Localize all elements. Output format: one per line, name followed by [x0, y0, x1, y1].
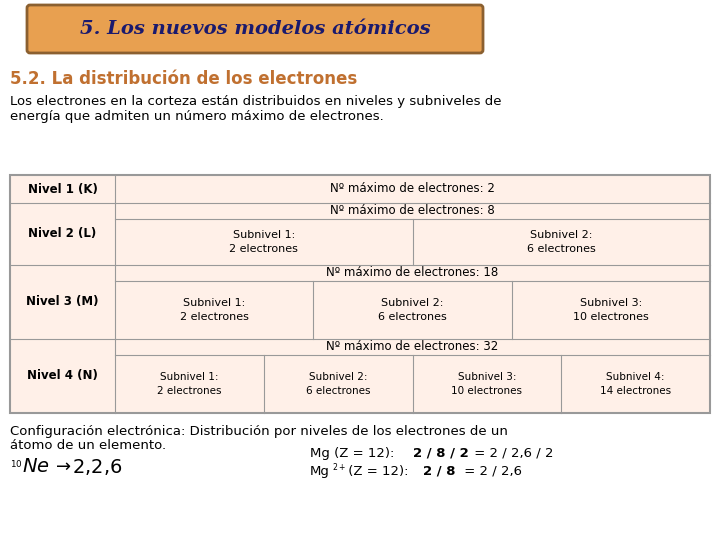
Text: Subnivel 2:
6 electrones: Subnivel 2: 6 electrones: [306, 372, 370, 396]
Text: 5. Los nuevos modelos atómicos: 5. Los nuevos modelos atómicos: [80, 20, 431, 38]
Text: Mg: Mg: [310, 465, 330, 478]
Text: (Z = 12):: (Z = 12):: [344, 465, 413, 478]
Text: $\rightarrow$: $\rightarrow$: [52, 457, 72, 475]
Text: Nivel 1 (K): Nivel 1 (K): [27, 183, 97, 195]
Text: = 2 / 2,6 / 2: = 2 / 2,6 / 2: [470, 447, 554, 460]
FancyBboxPatch shape: [27, 5, 483, 53]
Text: $_{10}$: $_{10}$: [10, 457, 23, 470]
Text: Nº máximo de electrones: 2: Nº máximo de electrones: 2: [330, 183, 495, 195]
Text: Nivel 3 (M): Nivel 3 (M): [26, 295, 99, 308]
Text: Nivel 2 (L): Nivel 2 (L): [28, 227, 96, 240]
Text: Nº máximo de electrones: 32: Nº máximo de electrones: 32: [326, 341, 499, 354]
Text: Subnivel 1:
2 electrones: Subnivel 1: 2 electrones: [229, 230, 298, 254]
Text: 2 / 8 / 2: 2 / 8 / 2: [413, 447, 469, 460]
Text: átomo de un elemento.: átomo de un elemento.: [10, 439, 166, 452]
Text: Mg (Z = 12):: Mg (Z = 12):: [310, 447, 399, 460]
Bar: [10, 175, 710, 413]
Text: $2{,}2{,}6$: $2{,}2{,}6$: [72, 457, 122, 477]
Text: Nº máximo de electrones: 18: Nº máximo de electrones: 18: [326, 267, 499, 280]
Text: Subnivel 3:
10 electrones: Subnivel 3: 10 electrones: [573, 298, 649, 322]
Text: Subnivel 4:
14 electrones: Subnivel 4: 14 electrones: [600, 372, 671, 396]
Text: Subnivel 1:
2 electrones: Subnivel 1: 2 electrones: [157, 372, 222, 396]
Text: 5.2. La distribución de los electrones: 5.2. La distribución de los electrones: [10, 70, 357, 88]
Text: $^{2+}$: $^{2+}$: [332, 463, 346, 473]
Text: Subnivel 1:
2 electrones: Subnivel 1: 2 electrones: [180, 298, 248, 322]
Text: Subnivel 3:
10 electrones: Subnivel 3: 10 electrones: [451, 372, 523, 396]
Text: energía que admiten un número máximo de electrones.: energía que admiten un número máximo de …: [10, 110, 384, 123]
Text: Nivel 4 (N): Nivel 4 (N): [27, 369, 98, 382]
Text: 2 / 8: 2 / 8: [423, 465, 456, 478]
Text: Subnivel 2:
6 electrones: Subnivel 2: 6 electrones: [378, 298, 447, 322]
Text: Subnivel 2:
6 electrones: Subnivel 2: 6 electrones: [527, 230, 595, 254]
Bar: [10, 175, 710, 413]
Text: Nº máximo de electrones: 8: Nº máximo de electrones: 8: [330, 205, 495, 218]
Text: $\mathit{Ne}$: $\mathit{Ne}$: [22, 457, 50, 476]
Text: Los electrones en la corteza están distribuidos en niveles y subniveles de: Los electrones en la corteza están distr…: [10, 95, 502, 108]
Text: = 2 / 2,6: = 2 / 2,6: [460, 465, 522, 478]
Text: Configuración electrónica: Distribución por niveles de los electrones de un: Configuración electrónica: Distribución …: [10, 425, 508, 438]
